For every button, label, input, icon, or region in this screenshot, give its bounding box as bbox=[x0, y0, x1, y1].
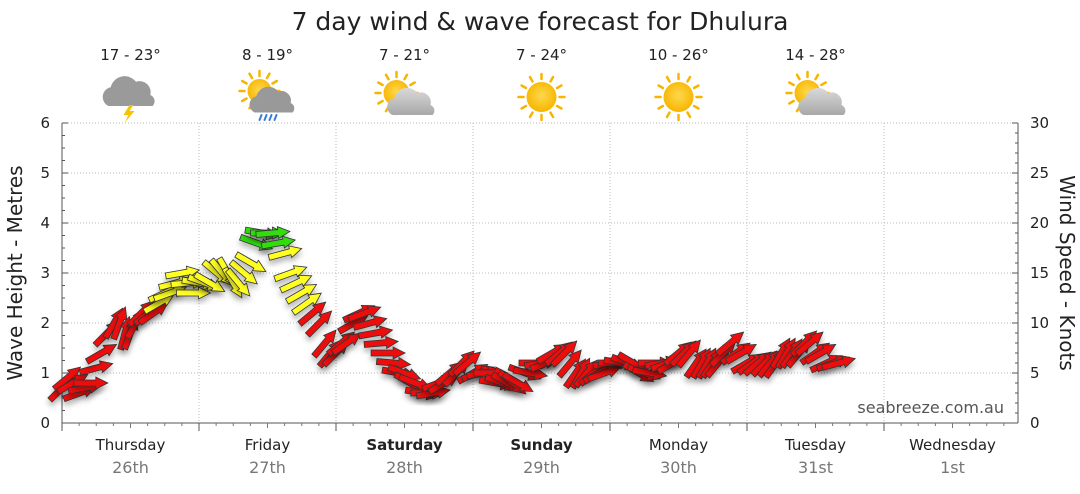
right-tick-label: 30 bbox=[1030, 114, 1049, 132]
right-tick-label: 15 bbox=[1030, 264, 1049, 282]
wind-arrow bbox=[304, 310, 333, 338]
day-name: Sunday bbox=[510, 436, 573, 454]
wind-arrow bbox=[273, 265, 308, 283]
wind-arrow bbox=[370, 346, 406, 360]
wind-arrow bbox=[352, 315, 388, 331]
wind-arrow bbox=[452, 351, 482, 377]
wind-arrow bbox=[297, 301, 327, 327]
day-date: 31st bbox=[798, 458, 833, 477]
temperature-range: 10 - 26° bbox=[648, 46, 709, 64]
wind-arrow bbox=[284, 284, 318, 305]
day-ticks bbox=[61, 423, 1005, 431]
wind-arrow bbox=[224, 267, 251, 297]
day-date: 1st bbox=[940, 458, 965, 477]
day-date: 29th bbox=[523, 458, 560, 477]
wind-arrow bbox=[255, 225, 291, 240]
wind-arrow bbox=[347, 305, 382, 323]
watermark: seabreeze.com.au bbox=[857, 398, 1004, 417]
wind-arrow bbox=[724, 344, 757, 365]
wind-arrow bbox=[821, 355, 857, 371]
sun-icon bbox=[517, 72, 566, 122]
left-tick-label: 1 bbox=[40, 364, 50, 382]
chart-title: 7 day wind & wave forecast for Dhulura bbox=[292, 7, 789, 36]
partly-cloudy-icon bbox=[374, 70, 435, 116]
day-name: Monday bbox=[649, 436, 708, 454]
wind-arrows bbox=[47, 225, 857, 403]
day-name: Friday bbox=[245, 436, 291, 454]
wind-arrow bbox=[260, 235, 297, 250]
right-tick-label: 0 bbox=[1030, 414, 1040, 432]
day-date: 26th bbox=[112, 458, 149, 477]
left-tick-label: 0 bbox=[40, 414, 50, 432]
temperature-range: 7 - 21° bbox=[379, 46, 430, 64]
day-date: 30th bbox=[660, 458, 697, 477]
right-tick-label: 10 bbox=[1030, 314, 1049, 332]
partly-cloudy-icon bbox=[785, 70, 846, 116]
left-tick-label: 5 bbox=[40, 164, 50, 182]
temperature-row: 17 - 23° 8 - 19° 7 - 21° 7 - 24° 10 - 26° 14 … bbox=[100, 46, 846, 64]
right-tick-label: 25 bbox=[1030, 164, 1049, 182]
left-axis-ticks: 0 1 2 3 4 5 6 bbox=[40, 114, 68, 432]
wind-arrow bbox=[279, 274, 313, 294]
left-tick-label: 2 bbox=[40, 314, 50, 332]
wind-arrow bbox=[234, 251, 267, 272]
wind-arrow bbox=[550, 340, 578, 368]
temperature-range: 8 - 19° bbox=[242, 46, 293, 64]
y-axis-right-label: Wind Speed - Knots bbox=[1055, 175, 1079, 371]
temperature-range: 14 - 28° bbox=[785, 46, 846, 64]
wind-arrow bbox=[176, 286, 212, 300]
wind-arrow bbox=[804, 344, 837, 365]
right-tick-label: 20 bbox=[1030, 214, 1049, 232]
day-name: Tuesday bbox=[784, 436, 846, 454]
right-axis-ticks: 0 5 10 15 20 25 30 bbox=[1012, 114, 1049, 432]
wind-arrow bbox=[228, 259, 258, 285]
day-date: 28th bbox=[386, 458, 423, 477]
sun-cloud-rain-icon bbox=[238, 69, 295, 121]
day-labels: Thursday 26th Friday 27th Saturday 28th Sunday… bbox=[95, 436, 996, 477]
wind-arrow bbox=[84, 344, 118, 365]
day-name: Thursday bbox=[95, 436, 166, 454]
y-axis-left-label: Wave Height - Metres bbox=[3, 165, 27, 380]
left-tick-label: 6 bbox=[40, 114, 50, 132]
wind-arrow bbox=[73, 376, 109, 390]
storm-cloud-icon bbox=[102, 76, 155, 123]
wind-arrow bbox=[501, 371, 534, 392]
wind-arrow bbox=[311, 329, 337, 359]
day-date: 27th bbox=[249, 458, 286, 477]
right-tick-label: 5 bbox=[1030, 364, 1040, 382]
wind-arrow bbox=[586, 365, 622, 383]
wind-arrow bbox=[794, 331, 824, 357]
wind-arrow bbox=[291, 292, 322, 316]
wind-arrow bbox=[330, 332, 362, 356]
wind-arrow bbox=[193, 271, 226, 292]
left-tick-label: 3 bbox=[40, 264, 50, 282]
wind-arrow bbox=[375, 356, 412, 371]
wind-arrow bbox=[358, 325, 394, 340]
wind-arrow bbox=[556, 349, 582, 379]
temperature-range: 7 - 24° bbox=[516, 46, 567, 64]
wind-arrow bbox=[363, 335, 399, 350]
weather-icons-row bbox=[102, 69, 846, 123]
day-name: Saturday bbox=[366, 436, 443, 454]
wind-arrow bbox=[267, 245, 303, 261]
left-tick-label: 4 bbox=[40, 214, 50, 232]
day-name: Wednesday bbox=[909, 436, 996, 454]
sun-icon bbox=[654, 72, 703, 122]
wind-arrow bbox=[675, 339, 701, 369]
wind-arrow bbox=[78, 360, 114, 376]
wind-arrow bbox=[715, 331, 745, 357]
temperature-range: 17 - 23° bbox=[100, 46, 161, 64]
wind-arrow bbox=[110, 306, 128, 341]
